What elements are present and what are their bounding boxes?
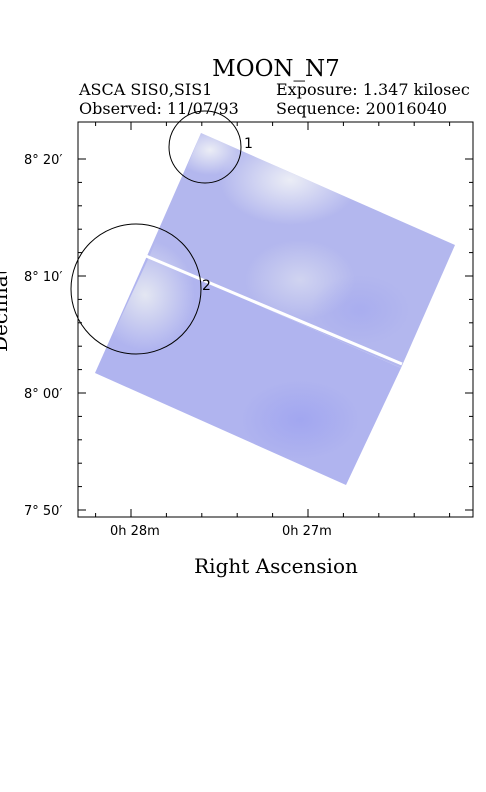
y-axis-label: Declination (0, 272, 12, 352)
ra-tick-label: 0h 28m (110, 524, 160, 539)
dec-tick-label: 8° 10′ (24, 270, 62, 285)
tick-marks (78, 122, 473, 517)
source-label-1: 1 (244, 136, 253, 152)
source-circle-1 (168, 110, 242, 184)
image-title: MOON_N7 (212, 56, 340, 82)
dec-tick-label: 8° 00′ (24, 387, 62, 402)
source-circle-2 (70, 223, 202, 355)
ra-tick-label: 0h 27m (282, 524, 332, 539)
exposure-label: Exposure: 1.347 kilosec (276, 80, 470, 99)
dec-tick-label: 7° 50′ (24, 504, 62, 519)
plot-frame (77, 121, 474, 518)
dec-tick-label: 8° 20′ (24, 153, 62, 168)
x-axis-label: Right Ascension (194, 554, 358, 578)
instrument-label: ASCA SIS0,SIS1 (79, 80, 213, 99)
detector-image (95, 133, 455, 485)
source-label-2: 2 (202, 278, 211, 294)
chip-gap (145, 254, 403, 366)
sequence-label: Sequence: 20016040 (276, 99, 448, 118)
observed-date: Observed: 11/07/93 (79, 99, 239, 118)
